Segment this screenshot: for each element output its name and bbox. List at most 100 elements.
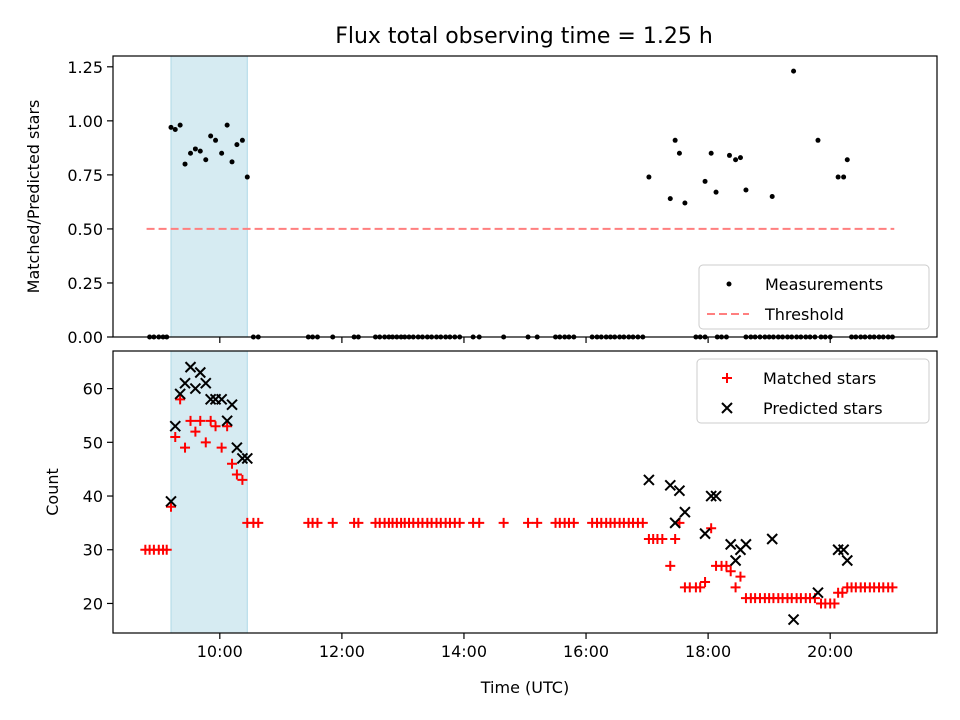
measurement-point — [791, 68, 797, 74]
y-tick-label: 1.25 — [67, 58, 103, 77]
matched-point — [532, 517, 543, 528]
predicted-point — [179, 377, 191, 389]
measurement-point — [168, 124, 174, 130]
measurement-point — [244, 174, 250, 180]
measurement-point — [682, 200, 688, 206]
y-tick-label: 60 — [83, 380, 103, 399]
measurement-point — [702, 178, 708, 184]
axes-frame — [112, 55, 938, 338]
matched-point — [227, 458, 238, 469]
x-tick-label: 10:00 — [197, 642, 243, 661]
legend-label: Matched stars — [763, 369, 876, 388]
measurement-point — [224, 122, 230, 128]
y-tick-label: 1.00 — [67, 112, 103, 131]
matched-point — [253, 517, 264, 528]
predicted-point — [236, 452, 249, 465]
axes-frame — [112, 350, 938, 634]
matched-point — [498, 517, 509, 528]
measurement-point — [708, 150, 714, 156]
measurement-point — [177, 122, 183, 128]
measurement-point — [646, 174, 652, 180]
x-tick-label: 14:00 — [441, 642, 487, 661]
chart-title: Flux total observing time = 1.25 h — [335, 24, 713, 49]
legend-label: Measurements — [765, 275, 883, 294]
series-predicted-stars — [165, 361, 853, 626]
matched-point — [205, 415, 216, 426]
predicted-point — [221, 415, 233, 427]
matched-point — [670, 534, 681, 544]
predicted-point — [729, 554, 742, 567]
matched-point — [327, 517, 338, 528]
matched-point — [735, 571, 746, 582]
predicted-point — [740, 538, 752, 551]
predicted-point — [766, 533, 778, 545]
matched-point — [353, 517, 364, 528]
matched-point — [454, 517, 465, 528]
x-tick-label: 20:00 — [807, 642, 853, 661]
y-tick-label: 0.25 — [67, 274, 103, 293]
measurement-point — [743, 187, 749, 193]
matched-point — [695, 582, 706, 593]
shaded-interval — [170, 55, 248, 338]
legend: Measurements Threshold — [698, 264, 930, 330]
matched-point — [161, 544, 172, 555]
predicted-point — [664, 479, 676, 491]
measurement-point — [726, 152, 732, 158]
predicted-point — [841, 554, 853, 567]
matched-point — [180, 442, 191, 453]
matched-point — [730, 582, 741, 593]
matched-point — [175, 394, 186, 405]
matched-point — [474, 517, 485, 528]
predicted-point — [169, 420, 181, 432]
predicted-point — [643, 474, 655, 486]
measurement-point — [841, 174, 847, 180]
matched-point — [657, 534, 668, 544]
measurement-point — [733, 157, 739, 163]
x-tick-label: 12:00 — [319, 642, 365, 661]
y-tick-label: 0.00 — [67, 328, 103, 347]
matched-point — [237, 474, 248, 485]
y-tick-label: 50 — [83, 433, 103, 452]
legend-box — [698, 264, 930, 330]
matched-point — [700, 576, 711, 587]
top-panel: 0.00 0.25 0.50 0.75 1.00 1.25 Matched/Predicte… — [24, 55, 938, 347]
matched-point — [637, 517, 648, 528]
measurement-point — [182, 161, 188, 167]
measurement-point — [229, 159, 235, 165]
measurement-point — [737, 155, 743, 161]
legend-label: Predicted stars — [763, 399, 883, 418]
predicted-point — [204, 393, 217, 406]
matched-point — [165, 501, 176, 512]
measurement-point — [219, 150, 225, 156]
series-matched-stars — [140, 394, 898, 609]
predicted-point — [705, 490, 717, 502]
predicted-point — [787, 613, 800, 626]
predicted-point — [241, 452, 253, 465]
matched-point — [829, 598, 840, 609]
predicted-point — [194, 366, 206, 379]
matched-point — [185, 415, 196, 426]
predicted-point — [174, 388, 186, 400]
matched-point — [887, 582, 898, 593]
predicted-point — [812, 587, 824, 599]
x-axis-label: Time (UTC) — [480, 678, 569, 697]
measurement-point — [234, 142, 240, 148]
matched-point — [837, 587, 848, 598]
matched-point — [312, 517, 323, 528]
predicted-point — [837, 544, 850, 556]
legend-label: Threshold — [764, 305, 844, 324]
matched-point — [721, 560, 732, 571]
matched-point — [568, 517, 579, 528]
bottom-panel: 10:00 12:00 14:00 16:00 18:00 20:00 20 30 40 50 60… — [43, 350, 938, 697]
legend-marker-predicted — [721, 402, 733, 414]
y-tick-label: 0.50 — [67, 220, 103, 239]
measurement-point — [239, 137, 245, 143]
measurement-point — [676, 150, 682, 156]
matched-point — [216, 442, 227, 453]
matched-point — [190, 426, 201, 437]
y-tick-label: 30 — [83, 541, 103, 560]
measurement-point — [203, 157, 209, 163]
predicted-point — [189, 382, 202, 395]
matched-point — [170, 431, 181, 442]
